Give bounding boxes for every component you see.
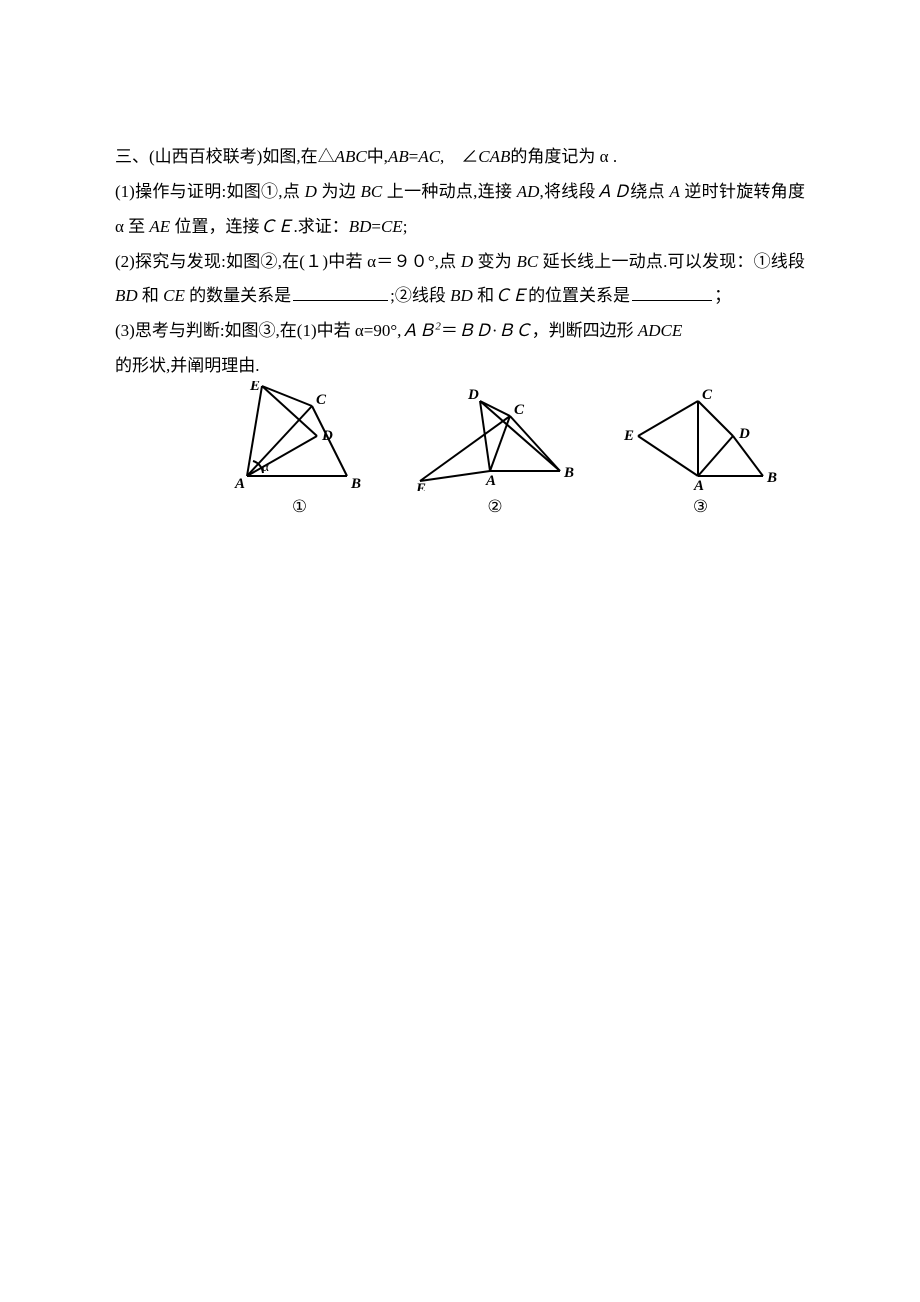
- svg-text:E: E: [415, 481, 426, 491]
- txt: ,将线段: [539, 182, 595, 201]
- ab: AB: [388, 147, 409, 166]
- svg-text:B: B: [563, 465, 574, 481]
- blank-2: [632, 283, 712, 302]
- txt: ；: [714, 286, 731, 305]
- svg-text:C: C: [514, 402, 525, 418]
- eq: ＝: [441, 321, 458, 340]
- eq: =: [371, 217, 381, 236]
- svg-text:E: E: [623, 428, 634, 444]
- figures-row: A B C D Eα ① A B C D E ② A B C D E ③: [205, 376, 805, 517]
- part-1: (1)操作与证明:如图①,点 D 为边 BC 上一种动点,连接 AD,将线段ＡＤ…: [115, 175, 805, 245]
- svg-text:D: D: [321, 428, 333, 444]
- bd: BD: [349, 217, 372, 236]
- svg-text:C: C: [702, 387, 713, 403]
- eq: =: [409, 147, 419, 166]
- figure-2: A B C D E ②: [415, 376, 575, 517]
- bc2: ＢＣ: [498, 321, 532, 340]
- txt: (1)操作与证明:如图①,点: [115, 182, 305, 201]
- txt: (3)思考与判断:如图③,在(1)中若 α=90°,: [115, 321, 401, 340]
- txt: 的形状,并阐明理由.: [115, 356, 260, 375]
- page: 三、(山西百校联考)如图,在△ABC中,AB=AC, ∠CAB的角度记为 α .…: [0, 0, 920, 1302]
- svg-text:C: C: [316, 392, 327, 408]
- svg-text:B: B: [766, 470, 777, 486]
- svg-text:A: A: [485, 473, 496, 489]
- txt: 三、(山西百校联考)如图,在△: [115, 147, 335, 166]
- ce: CE: [163, 286, 185, 305]
- ce: ＣＥ: [259, 217, 293, 236]
- txt: 绕点: [630, 182, 669, 201]
- ae: AE: [149, 217, 170, 236]
- figure-3-svg: A B C D E: [623, 386, 778, 491]
- txt: 为边: [317, 182, 361, 201]
- bd: BD: [450, 286, 473, 305]
- txt: ，判断四边形: [532, 321, 638, 340]
- d: D: [305, 182, 317, 201]
- txt: 变为: [473, 252, 516, 271]
- bc: BC: [361, 182, 383, 201]
- bd2: ＢＤ: [458, 321, 492, 340]
- d: D: [461, 252, 473, 271]
- problem-intro: 三、(山西百校联考)如图,在△ABC中,AB=AC, ∠CAB的角度记为 α .: [115, 140, 805, 175]
- svg-text:D: D: [467, 387, 479, 403]
- ad2: ＡＤ: [596, 182, 631, 201]
- part-2: (2)探究与发现:如图②,在(１)中若 α＝９０°,点 D 变为 BC 延长线上…: [115, 245, 805, 315]
- txt: 的数量关系是: [185, 286, 291, 305]
- part-3: (3)思考与判断:如图③,在(1)中若 α=90°,ＡＢ2＝ＢＤ·ＢＣ，判断四边…: [115, 314, 805, 384]
- svg-text:E: E: [249, 381, 260, 394]
- txt: 上一种动点,连接: [382, 182, 517, 201]
- bc: BC: [516, 252, 538, 271]
- txt: 延长线上一动点.可以发现：①线段: [538, 252, 805, 271]
- svg-text:D: D: [738, 426, 750, 442]
- cab: CAB: [478, 147, 510, 166]
- figure-1-label: ①: [292, 497, 307, 517]
- txt: 位置，连接: [170, 217, 259, 236]
- ab2: ＡＢ: [401, 321, 435, 340]
- txt: 和: [473, 286, 494, 305]
- figure-3-label: ③: [693, 497, 708, 517]
- svg-text:A: A: [234, 476, 245, 491]
- figure-2-svg: A B C D E: [415, 376, 575, 491]
- txt: .求证：: [293, 217, 348, 236]
- txt: 的角度记为 α .: [510, 147, 617, 166]
- svg-text:B: B: [350, 476, 361, 491]
- txt: ;②线段: [390, 286, 450, 305]
- a: A: [669, 182, 679, 201]
- svg-text:A: A: [693, 478, 704, 491]
- txt: 的位置关系是: [528, 286, 630, 305]
- txt: , ∠: [440, 147, 478, 166]
- figure-1: A B C D Eα ①: [232, 381, 367, 517]
- ac: AC: [418, 147, 440, 166]
- figure-3: A B C D E ③: [623, 386, 778, 517]
- ad: AD: [517, 182, 540, 201]
- figure-1-svg: A B C D Eα: [232, 381, 367, 491]
- bd: BD: [115, 286, 138, 305]
- adce: ADCE: [638, 321, 682, 340]
- txt: ;: [403, 217, 408, 236]
- txt: (2)探究与发现:如图②,在(１)中若 α＝９０°,点: [115, 252, 461, 271]
- txt: 中,: [367, 147, 388, 166]
- figure-2-label: ②: [487, 497, 502, 517]
- txt: 和: [138, 286, 164, 305]
- blank-1: [293, 283, 388, 302]
- svg-text:α: α: [262, 459, 269, 474]
- ce2: CE: [381, 217, 403, 236]
- ce: ＣＥ: [494, 286, 528, 305]
- abc: ABC: [335, 147, 367, 166]
